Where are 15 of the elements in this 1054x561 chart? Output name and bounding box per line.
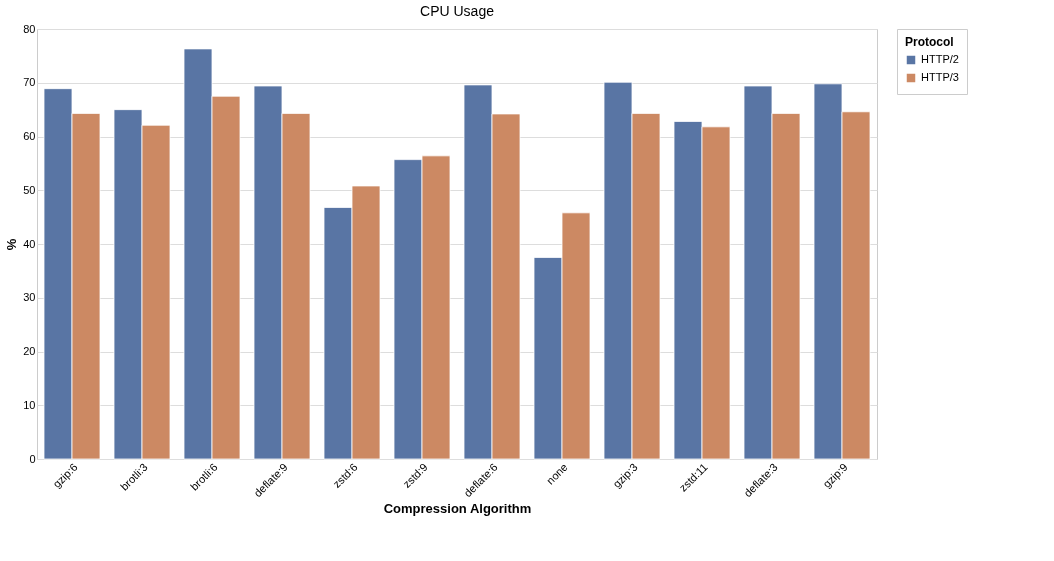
y-tick-label: 70 <box>23 76 36 89</box>
legend-label: HTTP/3 <box>921 71 959 83</box>
y-tick-label: 50 <box>23 183 36 196</box>
legend-title: Protocol <box>905 35 954 49</box>
x-axis-title: Compression Algorithm <box>383 501 532 517</box>
y-tick-label: 40 <box>23 237 36 250</box>
y-tick-label: 10 <box>23 398 36 411</box>
y-tick-label: 0 <box>29 452 36 465</box>
legend-label: HTTP/2 <box>921 53 959 65</box>
y-tick-label: 20 <box>23 345 36 357</box>
y-tick-label: 60 <box>23 130 36 142</box>
y-tick-label: 30 <box>23 291 36 304</box>
y-axis-title: % <box>4 238 20 251</box>
chart-title: CPU Usage <box>420 3 495 19</box>
y-tick-label: 80 <box>23 22 36 35</box>
